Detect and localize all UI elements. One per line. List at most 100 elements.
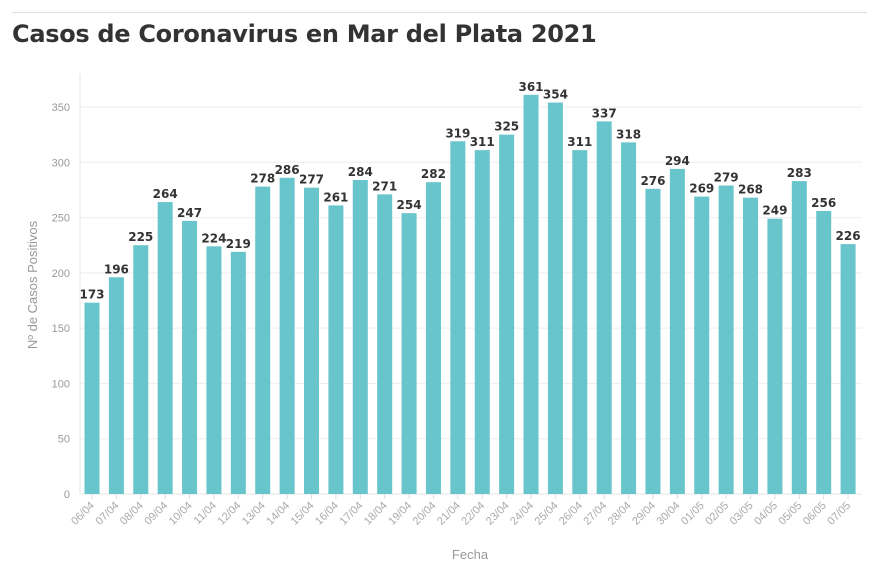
x-tick-label: 06/05	[801, 500, 829, 528]
data-label: 361	[518, 80, 543, 94]
x-tick-label: 02/05	[703, 500, 731, 528]
x-tick-label: 07/04	[94, 500, 122, 528]
bar	[206, 246, 222, 494]
bar	[816, 210, 832, 495]
x-axis-title: Fecha	[452, 547, 489, 562]
bar	[474, 150, 490, 494]
bar	[425, 182, 441, 494]
bar	[694, 196, 710, 494]
y-axis-title: Nº de Casos Positivos	[25, 220, 40, 349]
x-tick-label: 12/04	[216, 500, 244, 528]
x-tick-label: 09/04	[142, 500, 170, 528]
bar	[596, 121, 612, 495]
y-tick-label: 200	[52, 268, 70, 280]
bar	[279, 177, 295, 494]
data-label: 254	[397, 198, 422, 212]
y-tick-label: 300	[52, 157, 70, 169]
x-tick-label: 22/04	[459, 500, 487, 528]
x-tick-label: 06/04	[69, 500, 97, 528]
bar	[108, 277, 124, 494]
bar	[840, 244, 856, 494]
x-tick-label: 19/04	[386, 500, 414, 528]
y-tick-label: 150	[52, 323, 70, 335]
x-tick-label: 25/04	[533, 500, 561, 528]
bar	[547, 102, 563, 494]
x-tick-label: 21/04	[435, 500, 463, 528]
x-tick-label: 10/04	[167, 500, 195, 528]
data-label: 196	[104, 262, 129, 276]
x-tick-label: 04/05	[752, 500, 780, 528]
x-tick-label: 30/04	[655, 500, 683, 528]
bar	[450, 141, 466, 494]
y-tick-label: 100	[52, 378, 70, 390]
data-label: 277	[299, 173, 324, 187]
bar	[377, 194, 393, 494]
data-label: 294	[665, 154, 690, 168]
x-tick-label: 11/04	[192, 500, 219, 527]
x-tick-label: 29/04	[630, 500, 658, 528]
data-label: 318	[616, 127, 641, 141]
data-label: 219	[226, 237, 251, 251]
data-label: 268	[738, 183, 763, 197]
bar	[352, 179, 368, 494]
x-tick-label: 23/04	[484, 500, 512, 528]
bar	[304, 187, 320, 494]
bar	[718, 185, 734, 494]
y-tick-label: 350	[52, 102, 70, 114]
data-label: 279	[714, 171, 739, 185]
data-label: 354	[543, 88, 568, 102]
data-label: 325	[494, 120, 519, 134]
bar	[572, 150, 588, 494]
x-tick-label: 03/05	[728, 500, 756, 528]
data-label: 284	[348, 165, 373, 179]
data-label: 173	[79, 288, 104, 302]
bar	[791, 181, 807, 494]
bar	[499, 134, 515, 494]
bar	[523, 94, 539, 494]
x-tick-label: 20/04	[411, 500, 439, 528]
data-label: 276	[640, 174, 665, 188]
bar	[621, 142, 637, 494]
data-label: 261	[323, 190, 348, 204]
data-label: 311	[567, 135, 592, 149]
bar	[767, 218, 783, 495]
data-label: 247	[177, 206, 202, 220]
bar	[743, 197, 759, 494]
data-label: 249	[762, 204, 787, 218]
top-divider	[12, 12, 867, 13]
data-label: 286	[275, 163, 300, 177]
x-tick-label: 27/04	[581, 500, 609, 528]
bar	[255, 186, 271, 494]
x-tick-label: 17/04	[337, 500, 365, 528]
data-label: 225	[128, 230, 153, 244]
data-label: 283	[787, 166, 812, 180]
x-tick-label: 08/04	[118, 500, 146, 528]
x-tick-label: 14/04	[264, 500, 292, 528]
x-tick-label: 05/05	[776, 500, 804, 528]
bar	[328, 205, 344, 494]
x-tick-label: 15/04	[289, 500, 317, 528]
data-label: 269	[689, 182, 714, 196]
data-label: 226	[836, 229, 861, 243]
y-tick-label: 50	[58, 434, 70, 446]
data-label: 256	[811, 196, 836, 210]
bar	[669, 168, 685, 495]
data-label: 319	[445, 126, 470, 140]
bar	[133, 245, 149, 494]
data-label: 271	[372, 179, 397, 193]
bar	[182, 220, 198, 495]
data-label: 224	[201, 231, 226, 245]
y-tick-label: 250	[52, 213, 70, 225]
x-tick-label: 01/05	[679, 500, 707, 528]
bar	[645, 188, 661, 494]
x-tick-label: 07/05	[825, 500, 853, 528]
bar	[84, 302, 100, 494]
x-tick-label: 24/04	[508, 500, 536, 528]
bar	[401, 213, 417, 495]
data-label: 337	[592, 106, 617, 120]
chart-title: Casos de Coronavirus en Mar del Plata 20…	[12, 20, 597, 48]
x-tick-label: 18/04	[362, 500, 390, 528]
x-tick-label: 28/04	[606, 500, 634, 528]
data-label: 282	[421, 167, 446, 181]
